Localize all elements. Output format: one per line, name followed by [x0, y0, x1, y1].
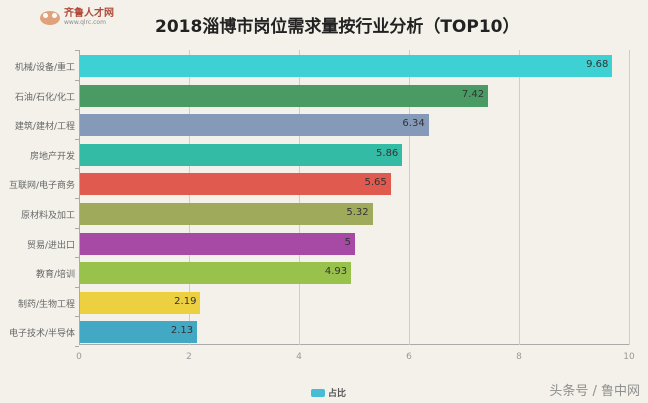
- y-tick: [75, 346, 79, 347]
- y-tick: [75, 138, 79, 140]
- x-tick-label: 2: [186, 352, 192, 362]
- y-tick: [75, 227, 79, 229]
- category-label: 原材料及加工: [20, 211, 75, 221]
- category-label: 制药/生物工程: [17, 299, 75, 310]
- bar-value-label: 2.19: [174, 295, 197, 307]
- category-label: 石油/石化/化工: [14, 92, 75, 103]
- bar-value-label: 5.86: [376, 147, 399, 159]
- y-tick: [75, 316, 79, 318]
- bar[interactable]: 5.86: [80, 143, 403, 166]
- legend[interactable]: 占比: [311, 386, 346, 399]
- bar-value-label: 9.68: [586, 59, 609, 70]
- legend-label: 占比: [328, 389, 347, 399]
- bar[interactable]: 5.32: [80, 203, 373, 225]
- bar-value-label: 7.42: [461, 88, 485, 100]
- bar[interactable]: 7.42: [80, 84, 489, 107]
- logo-name: 齐鲁人才网: [64, 8, 114, 19]
- legend-swatch: [311, 388, 325, 397]
- y-tick: [75, 79, 79, 81]
- frog-logo-icon: [40, 10, 60, 25]
- y-tick: [75, 257, 79, 259]
- category-label: 机械/设备/重工: [14, 63, 75, 73]
- bar-value-label: 5: [344, 236, 351, 248]
- x-tick-label: 10: [623, 352, 635, 362]
- bar-value-label: 2.13: [170, 325, 194, 337]
- bar[interactable]: 5.65: [80, 173, 391, 196]
- x-axis: [79, 344, 629, 345]
- y-tick: [75, 50, 79, 51]
- logo: 齐鲁人才网 www.qlrc.com: [40, 9, 114, 26]
- watermark: 头条号 / 鲁中网: [549, 384, 640, 399]
- gridline: [519, 50, 520, 345]
- y-tick: [75, 109, 79, 111]
- gridline: [409, 50, 410, 345]
- bar[interactable]: 2.13: [80, 321, 198, 344]
- gridline: [299, 50, 300, 345]
- x-tick-label: 0: [76, 352, 82, 362]
- plot-area: 9.68 7.42 6.34 5.86 5.65 5.32 5 4.93 2.19 2.13: [75, 50, 630, 347]
- gridline: [629, 50, 630, 345]
- category-label: 建筑/建材/工程: [14, 122, 75, 133]
- category-label: 房地产开发: [29, 151, 75, 162]
- category-label: 贸易/进出口: [26, 240, 75, 251]
- bar[interactable]: 6.34: [80, 114, 429, 137]
- x-tick-label: 6: [406, 352, 412, 362]
- category-label: 电子技术/半导体: [8, 329, 75, 340]
- y-tick: [75, 168, 79, 170]
- chart-title: 2018淄博市岗位需求量按行业分析（TOP10）: [155, 17, 520, 37]
- bar-value-label: 5.32: [346, 207, 369, 218]
- bar-value-label: 4.93: [324, 266, 348, 278]
- y-tick: [75, 286, 79, 288]
- bar[interactable]: 9.68: [80, 55, 613, 77]
- x-tick-label: 4: [296, 352, 302, 362]
- logo-url: www.qlrc.com: [64, 19, 106, 26]
- bar[interactable]: 4.93: [80, 262, 352, 285]
- bar[interactable]: 5: [80, 232, 355, 255]
- category-label: 教育/培训: [35, 270, 75, 281]
- category-label: 互联网/电子商务: [8, 181, 75, 192]
- x-tick-label: 8: [516, 352, 522, 362]
- y-tick: [75, 198, 79, 199]
- gridline: [189, 50, 190, 345]
- bar-value-label: 5.65: [364, 177, 387, 189]
- bar[interactable]: 2.19: [80, 291, 201, 314]
- bar-value-label: 6.34: [402, 118, 425, 130]
- y-axis: [79, 50, 80, 345]
